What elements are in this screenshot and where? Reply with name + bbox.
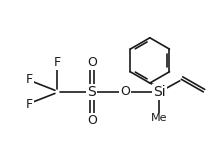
Text: F: F xyxy=(54,56,61,69)
Text: S: S xyxy=(87,85,96,99)
Text: Me: Me xyxy=(151,113,168,123)
Text: O: O xyxy=(87,56,97,69)
Text: F: F xyxy=(26,98,33,111)
Text: F: F xyxy=(26,73,33,86)
Text: Si: Si xyxy=(153,85,166,99)
Text: O: O xyxy=(120,85,130,98)
Text: O: O xyxy=(87,114,97,127)
